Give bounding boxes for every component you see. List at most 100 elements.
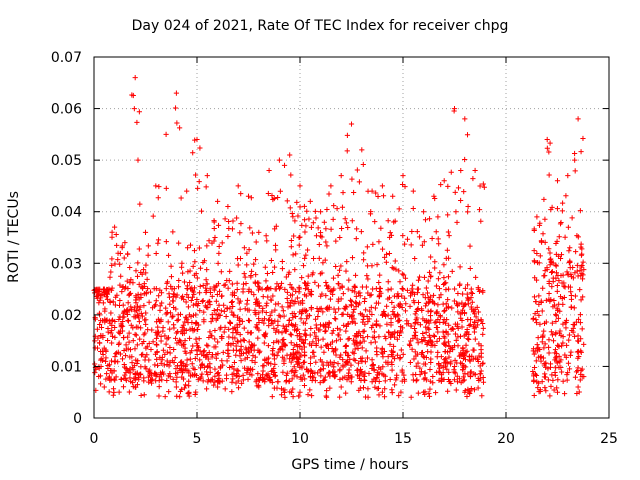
roti-point: [416, 234, 423, 240]
roti-point: [444, 316, 450, 323]
roti-point: [552, 369, 558, 376]
roti-point: [268, 368, 275, 374]
roti-point: [360, 161, 366, 168]
roti-point: [121, 361, 127, 368]
roti-point: [199, 371, 205, 377]
roti-point: [562, 234, 568, 240]
roti-point: [136, 319, 143, 325]
roti-point: [469, 290, 476, 297]
roti-point: [191, 248, 198, 254]
roti-point: [237, 353, 243, 359]
roti-point: [133, 294, 139, 301]
roti-point: [133, 332, 139, 338]
roti-point: [579, 373, 585, 380]
roti-point: [560, 378, 566, 384]
roti-point: [468, 295, 474, 301]
roti-point: [98, 324, 105, 331]
roti-point: [197, 290, 203, 296]
roti-point: [574, 349, 580, 355]
roti-point: [158, 360, 164, 367]
roti-point: [147, 289, 154, 295]
roti-point-low: [475, 385, 481, 391]
roti-peak-point: [266, 167, 272, 174]
roti-point: [277, 314, 283, 320]
roti-point: [129, 354, 135, 360]
roti-point: [363, 307, 369, 313]
roti-point: [222, 216, 228, 222]
roti-point: [560, 301, 566, 307]
roti-point: [343, 343, 349, 349]
roti-peak-point: [400, 173, 406, 179]
roti-point: [215, 222, 222, 229]
roti-point: [304, 316, 310, 322]
roti-point: [385, 279, 391, 285]
roti-point: [313, 359, 319, 365]
roti-point: [300, 320, 306, 326]
roti-point: [95, 335, 101, 341]
roti-point: [162, 333, 168, 339]
roti-point: [255, 335, 261, 341]
roti-point: [198, 374, 204, 380]
roti-point-low: [146, 379, 152, 385]
roti-point: [238, 347, 244, 353]
roti-point: [246, 307, 252, 313]
roti-point: [279, 330, 285, 336]
roti-point: [112, 318, 118, 325]
roti-point: [164, 377, 170, 384]
roti-point: [197, 145, 203, 151]
roti-point: [418, 368, 425, 375]
roti-point: [337, 336, 343, 342]
roti-point: [402, 308, 409, 314]
roti-point: [546, 149, 552, 155]
roti-point: [539, 339, 545, 345]
roti-point: [446, 354, 452, 360]
roti-point: [241, 271, 247, 277]
roti-point-low: [574, 390, 580, 397]
roti-point: [126, 291, 133, 297]
roti-point: [475, 317, 481, 323]
roti-point: [159, 377, 165, 383]
roti-point: [129, 359, 135, 366]
roti-point: [575, 316, 582, 322]
roti-point: [557, 359, 563, 365]
roti-point: [399, 286, 406, 292]
roti-point: [216, 288, 223, 294]
roti-point: [456, 376, 463, 382]
roti-point: [302, 286, 309, 292]
roti-point: [438, 181, 444, 188]
roti-point-low: [426, 390, 432, 396]
roti-point: [128, 322, 134, 328]
roti-point: [288, 352, 294, 358]
roti-point: [552, 355, 559, 361]
roti-point: [216, 302, 222, 308]
roti-point: [115, 349, 121, 355]
roti-point: [453, 209, 459, 215]
x-axis-label: GPS time / hours: [291, 457, 409, 473]
roti-point-low: [448, 380, 454, 387]
roti-point: [157, 370, 164, 376]
roti-point: [257, 377, 263, 383]
roti-point: [399, 325, 406, 331]
roti-point: [435, 349, 441, 356]
roti-point: [155, 237, 162, 243]
roti-point: [552, 347, 559, 353]
roti-point: [135, 291, 141, 297]
roti-point: [361, 257, 367, 263]
roti-point: [551, 297, 557, 304]
roti-point: [554, 205, 561, 212]
roti-point: [109, 333, 116, 340]
roti-point: [188, 297, 194, 304]
roti-point: [325, 342, 331, 348]
roti-point: [460, 347, 466, 353]
roti-point: [246, 339, 252, 345]
roti-point: [316, 327, 322, 333]
roti-point: [321, 323, 327, 329]
roti-point: [279, 258, 285, 265]
roti-point: [332, 348, 338, 354]
roti-point: [192, 355, 198, 362]
roti-point: [397, 356, 403, 362]
roti-point: [273, 247, 279, 253]
roti-point: [217, 365, 223, 371]
roti-peak-point: [132, 75, 138, 81]
roti-point: [265, 360, 272, 366]
